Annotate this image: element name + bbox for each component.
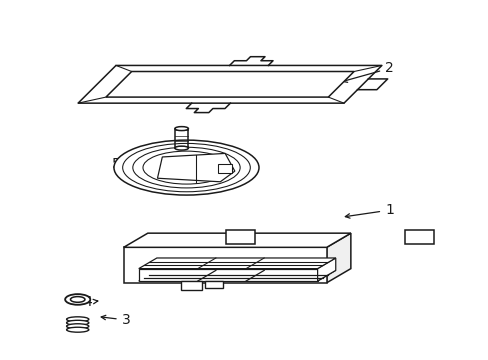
Ellipse shape bbox=[175, 146, 188, 150]
Text: 4: 4 bbox=[83, 295, 98, 309]
Polygon shape bbox=[205, 281, 222, 288]
Polygon shape bbox=[139, 270, 335, 281]
Polygon shape bbox=[123, 233, 350, 247]
Polygon shape bbox=[218, 164, 232, 173]
Polygon shape bbox=[317, 258, 335, 281]
Text: 5: 5 bbox=[112, 157, 136, 171]
Text: 3: 3 bbox=[101, 313, 130, 327]
Ellipse shape bbox=[175, 127, 188, 131]
Ellipse shape bbox=[66, 317, 89, 322]
Text: 1: 1 bbox=[345, 203, 393, 218]
Polygon shape bbox=[181, 281, 202, 290]
Ellipse shape bbox=[66, 327, 89, 332]
Ellipse shape bbox=[66, 320, 89, 325]
Polygon shape bbox=[326, 233, 350, 283]
Polygon shape bbox=[404, 230, 433, 244]
Ellipse shape bbox=[70, 297, 85, 302]
Polygon shape bbox=[225, 230, 254, 244]
Polygon shape bbox=[123, 247, 326, 283]
Ellipse shape bbox=[114, 140, 259, 195]
Polygon shape bbox=[139, 269, 317, 281]
Polygon shape bbox=[139, 258, 335, 269]
Polygon shape bbox=[78, 66, 381, 103]
Polygon shape bbox=[106, 72, 353, 97]
Text: 2: 2 bbox=[342, 61, 393, 82]
Ellipse shape bbox=[65, 294, 90, 305]
Ellipse shape bbox=[66, 324, 89, 329]
Polygon shape bbox=[157, 153, 234, 182]
